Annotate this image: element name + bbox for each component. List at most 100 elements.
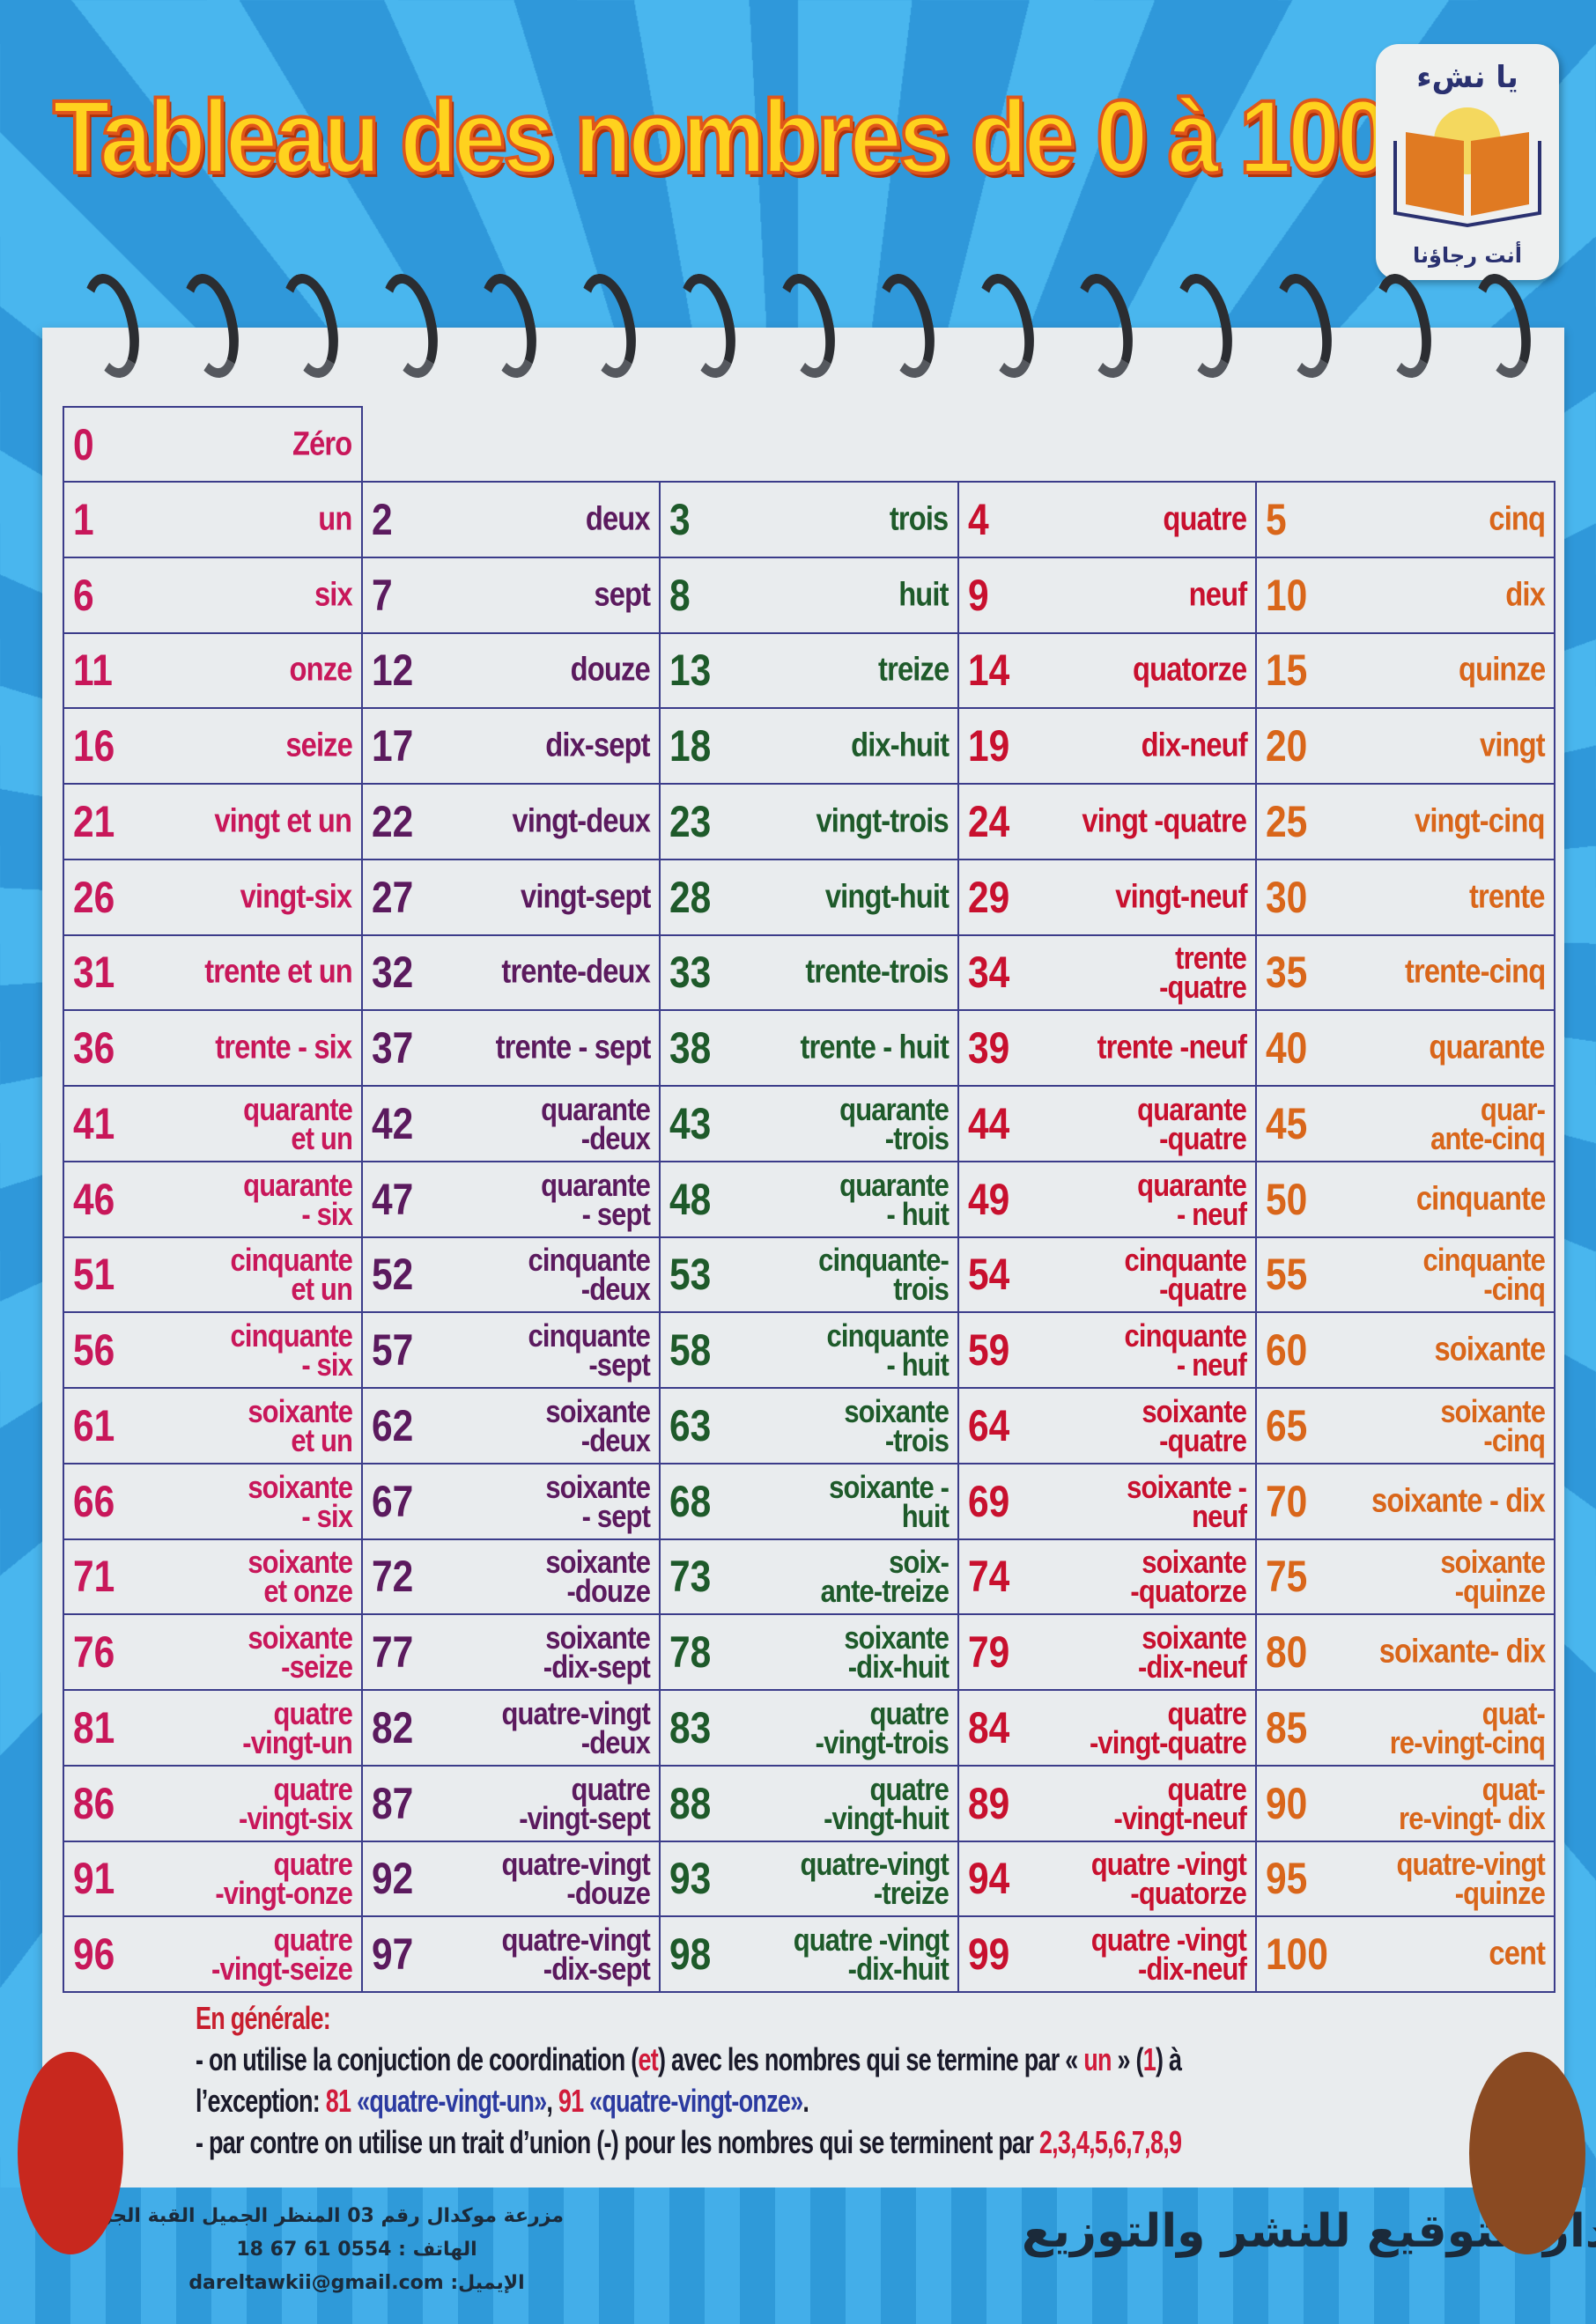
number-cell: 84 quatre -vingt-quatre — [957, 1689, 1258, 1767]
spiral-ring — [174, 269, 248, 383]
number-digit: 28 — [669, 872, 712, 922]
number-word: seize — [284, 727, 353, 764]
number-word: trente — [1469, 878, 1545, 916]
number-digit: 40 — [1266, 1023, 1308, 1073]
number-word: soixante - sept — [545, 1468, 651, 1534]
number-cell: 82 quatre-vingt -deux — [360, 1689, 661, 1767]
number-word: quat- re-vingt-cinq — [1389, 1694, 1546, 1760]
logo-bottom-text: أنت رجاؤنا — [1412, 243, 1523, 268]
number-word: vingt-huit — [824, 878, 949, 916]
number-digit: 14 — [967, 646, 1010, 696]
email: الإيميل: dareltawkii@gmail.com — [188, 2272, 525, 2294]
number-digit: 19 — [967, 721, 1010, 771]
number-cell: 17 dix-sept — [360, 707, 661, 785]
number-digit: 11 — [73, 646, 113, 696]
number-cell: 83 quatre -vingt-trois — [659, 1689, 959, 1767]
number-cell: 85 quat- re-vingt-cinq — [1255, 1689, 1555, 1767]
number-cell: 69 soixante - neuf — [957, 1462, 1258, 1540]
number-cell: 73 soix- ante-treize — [659, 1538, 959, 1616]
note-line-1: - on utilise la conjuction de coordinati… — [196, 2039, 1517, 2080]
number-cell: 45 quar- ante-cinq — [1255, 1085, 1555, 1162]
number-word: quatre-vingt -douze — [501, 1846, 651, 1912]
number-cell: 12 douze — [360, 631, 661, 710]
number-word: douze — [571, 651, 651, 689]
number-digit: 39 — [967, 1023, 1010, 1073]
number-word: vingt -quatre — [1082, 802, 1248, 840]
number-digit: 65 — [1266, 1400, 1308, 1450]
number-cell: 30 trente — [1255, 858, 1555, 936]
number-cell: 15 quinze — [1255, 631, 1555, 710]
number-cell: 93 quatre-vingt -treize — [659, 1840, 959, 1918]
owl-illustration — [1469, 2052, 1585, 2254]
number-word: soixante -douze — [545, 1544, 651, 1610]
number-cell: 33 trente-trois — [659, 933, 959, 1012]
number-digit: 67 — [371, 1476, 413, 1526]
number-cell: 23 vingt-trois — [659, 783, 959, 860]
number-word: dix-sept — [545, 727, 651, 764]
number-digit: 55 — [1266, 1250, 1308, 1300]
number-word: quarante - six — [242, 1166, 353, 1232]
number-digit: 8 — [669, 570, 691, 620]
number-digit: 84 — [967, 1702, 1010, 1752]
number-word: vingt et un — [214, 802, 353, 840]
number-cell: 9 neuf — [957, 556, 1258, 634]
number-word: quarante et un — [242, 1090, 353, 1156]
number-cell: 64 soixante -quatre — [957, 1387, 1258, 1464]
table-row: 16 seize 17 dix-sept 18 dix-huit 19 dix-neuf 20 v… — [63, 707, 1563, 785]
address: مزرعة موكدال رقم 03 المنظر الجميل القبة … — [75, 2205, 564, 2227]
number-digit: 7 — [371, 570, 393, 620]
number-digit: 41 — [73, 1098, 115, 1148]
number-cell: 46 quarante - six — [63, 1160, 363, 1238]
number-word: neuf — [1188, 576, 1247, 614]
number-word: cinquante -quatre — [1124, 1242, 1247, 1308]
number-word: quatre -vingt -quatorze — [1091, 1846, 1247, 1912]
number-digit: 52 — [371, 1250, 413, 1300]
number-cell: 68 soixante - huit — [659, 1462, 959, 1540]
number-word: dix-neuf — [1141, 727, 1247, 764]
number-digit: 68 — [669, 1476, 712, 1526]
number-word: trente-trois — [805, 953, 949, 991]
number-digit: 23 — [669, 796, 712, 846]
number-digit: 73 — [669, 1552, 712, 1602]
number-digit: 76 — [73, 1627, 115, 1678]
number-digit: 63 — [669, 1400, 712, 1450]
number-word: soixante - neuf — [1127, 1468, 1247, 1534]
number-cell: 47 quarante - sept — [360, 1160, 661, 1238]
open-book-icon — [1393, 107, 1541, 228]
table-row: 46 quarante - six 47 quarante - sept 48 quara… — [63, 1160, 1563, 1238]
number-word: vingt-neuf — [1115, 878, 1247, 916]
number-cell: 77 soixante -dix-sept — [360, 1613, 661, 1691]
number-digit: 57 — [371, 1325, 413, 1376]
number-cell: 55 cinquante -cinq — [1255, 1236, 1555, 1314]
number-cell: 11 onze — [63, 631, 363, 710]
table-row: 96 quatre -vingt-seize 97 quatre-vingt -dix… — [63, 1915, 1563, 1993]
number-digit: 80 — [1266, 1627, 1308, 1678]
note-text: » ( — [1111, 2041, 1143, 2077]
number-digit: 32 — [371, 948, 413, 998]
number-digit: 72 — [371, 1552, 413, 1602]
number-cell: 7 sept — [360, 556, 661, 634]
number-word: quarante - huit — [839, 1166, 949, 1232]
numbers-table: 0 Zéro 1 un 2 deux 3 trois 4 quatre 5 cinq 6 six 7 sept… — [63, 406, 1563, 1993]
number-cell: 3 trois — [659, 481, 959, 558]
number-cell: 59 cinquante - neuf — [957, 1311, 1258, 1389]
number-cell: 42 quarante -deux — [360, 1085, 661, 1162]
number-digit: 75 — [1266, 1552, 1308, 1602]
note-text: l’exception: — [196, 2083, 326, 2119]
number-digit: 85 — [1266, 1702, 1308, 1752]
spiral-ring — [868, 269, 943, 383]
table-row: 0 Zéro — [63, 406, 1563, 483]
notebook-page — [42, 328, 1564, 2188]
number-digit: 30 — [1266, 872, 1308, 922]
number-cell: 92 quatre-vingt -douze — [360, 1840, 661, 1918]
number-cell: 49 quarante - neuf — [957, 1160, 1258, 1238]
number-digit: 29 — [967, 872, 1010, 922]
number-word: quatre -vingt -dix-huit — [793, 1922, 949, 1988]
number-digit: 88 — [669, 1778, 712, 1828]
note-text: , — [546, 2083, 558, 2119]
spiral-ring — [571, 269, 646, 383]
number-cell: 52 cinquante -deux — [360, 1236, 661, 1314]
number-word: huit — [898, 576, 949, 614]
number-cell: 74 soixante -quatorze — [957, 1538, 1258, 1616]
number-word: vingt-six — [240, 878, 352, 916]
